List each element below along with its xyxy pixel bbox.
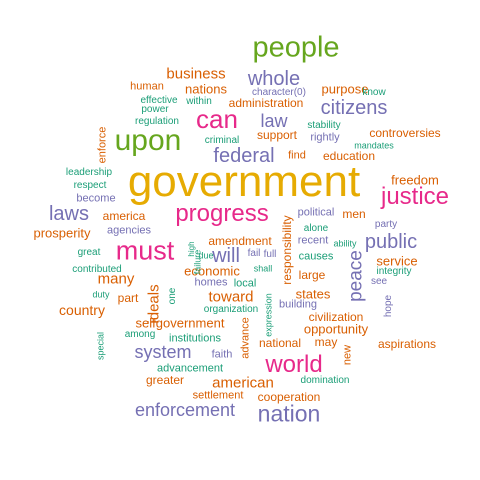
word-recent: recent [297,234,329,247]
word-human: human [130,80,164,93]
word-civilization: civilization [308,310,364,324]
word-citizens: citizens [320,97,388,119]
word-alone: alone [303,223,329,234]
word-shall: shall [253,263,273,274]
word-responsibility: responsibility [280,215,294,285]
word-fail: fail [247,248,261,259]
word-see: see [370,276,388,287]
word-enforce: enforce [96,126,109,164]
word-laws: laws [48,203,90,225]
word-know: know [362,87,386,98]
word-local: local [233,277,257,290]
word-peace: peace [345,250,367,302]
word-states: states [295,286,331,302]
word-become: become [76,192,116,205]
word-national: national [258,336,302,350]
word-justice: justice [380,183,450,210]
word-domination: domination [300,375,350,386]
word-integrity: integrity [376,266,412,277]
word-support: support [256,128,298,142]
word-must: must [115,235,175,266]
word-respect: respect [73,180,107,191]
word-public: public [364,231,418,253]
word-law: law [260,111,288,131]
word-character-0: character(0) [252,87,306,98]
word-rightly: rightly [310,131,340,144]
word-advancement: advancement [156,362,224,375]
word-opportunity: opportunity [303,321,369,337]
word-great: great [77,247,101,258]
word-within: within [186,96,212,107]
word-aspirations: aspirations [377,337,437,351]
word-controversies: controversies [369,126,441,140]
word-party: party [374,219,398,230]
word-american: american [212,374,274,392]
word-failure: failure [192,249,203,275]
word-full: full [263,249,277,260]
word-ability: ability [333,238,357,249]
word-greater: greater [145,373,185,387]
word-freedom: freedom [391,172,439,188]
word-cooperation: cooperation [257,390,321,404]
word-business: business [166,65,226,83]
word-political: political [297,206,335,219]
word-expression: expression [263,293,274,337]
word-contributed: contributed [72,264,122,275]
word-purpose: purpose [321,81,369,97]
word-faith: faith [211,348,233,361]
word-part: part [117,291,139,305]
word-will: will [212,245,240,267]
word-agencies: agencies [106,224,152,237]
word-enforcement: enforcement [134,400,236,420]
word-amendment: amendment [208,234,272,248]
word-among: among [124,329,156,340]
word-nation: nation [257,400,321,427]
word-causes: causes [298,250,334,263]
word-homes: homes [194,276,228,289]
word-organization: organization [203,304,259,315]
word-service: service [376,253,418,269]
word-advance: advance [239,317,252,359]
word-large: large [298,268,326,282]
word-government: government [127,157,361,206]
word-federal: federal [213,145,275,167]
word-mandates: mandates [354,140,394,151]
word-duty: duty [92,289,110,300]
word-hope: hope [383,294,394,318]
word-can: can [196,104,238,134]
word-education: education [322,149,376,163]
word-settlement: settlement [192,389,244,402]
word-effective: effective [140,95,178,106]
word-people: people [252,31,340,64]
word-toward: toward [208,288,254,306]
word-building: building [279,298,317,311]
word-find: find [288,149,306,162]
word-system: system [134,342,192,362]
word-due: due [198,250,214,261]
word-criminal: criminal [204,135,240,146]
word-regulation: regulation [135,116,179,127]
word-whole: whole [247,68,301,90]
word-special: special [95,331,106,361]
word-world: world [265,351,323,378]
word-new: new [341,344,354,366]
word-one: one [167,287,178,305]
word-institutions: institutions [169,332,221,345]
word-america: america [102,209,146,223]
word-administration: administration [228,96,304,110]
word-upon: upon [114,124,182,157]
word-men: men [342,207,366,221]
word-prosperity: prosperity [33,225,91,241]
word-many: many [97,270,135,288]
word-power: power [141,104,169,115]
word-may: may [314,335,338,349]
word-economic: economic [184,263,240,279]
word-leadership: leadership [65,167,113,178]
word-selfgovernment: selfgovernment [135,315,225,331]
word-country: country [59,302,105,318]
word-progress: progress [175,200,269,227]
word-nations: nations [185,81,227,97]
word-stability: stability [307,120,341,131]
